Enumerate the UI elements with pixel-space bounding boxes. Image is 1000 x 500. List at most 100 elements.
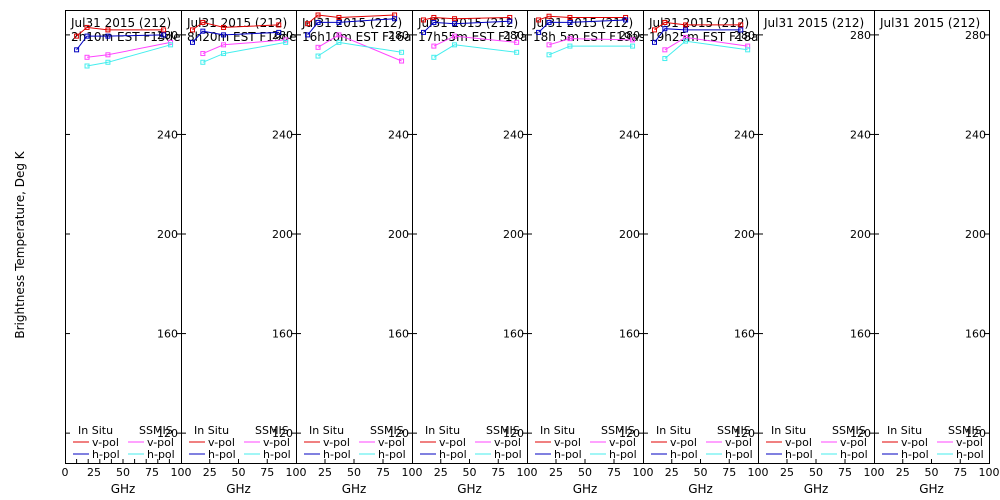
series-line-4 xyxy=(202,41,286,63)
legend-in-situ: In Situ xyxy=(540,424,575,437)
data-point xyxy=(200,19,206,25)
x-tick-label: 100 xyxy=(402,466,423,479)
data-point xyxy=(421,17,426,23)
data-point xyxy=(276,29,282,35)
data-point xyxy=(662,26,668,32)
data-point xyxy=(683,22,689,28)
panel-title: Jul31 2015 (212) xyxy=(186,16,287,30)
panel-subtitle: 19h25m EST F18asc xyxy=(649,30,771,44)
data-point xyxy=(105,52,111,58)
x-tick-label: 75 xyxy=(607,466,621,479)
data-point xyxy=(536,17,542,23)
panel-subtitle: 2h10m EST F15des xyxy=(71,30,187,44)
data-point xyxy=(514,39,520,45)
legend-ssmis: SSMIS xyxy=(370,424,404,437)
legend-label-ssmis-vpol: v-pol xyxy=(494,436,521,449)
data-point xyxy=(431,19,437,25)
y-tick-label: 120 xyxy=(272,427,293,440)
series-line-1 xyxy=(423,16,510,21)
series-line-4 xyxy=(664,40,748,59)
data-point xyxy=(190,27,195,33)
data-point xyxy=(200,59,206,65)
legend-label-ssmis-hpol: h-pol xyxy=(725,448,753,461)
x-axis-title: GHz xyxy=(688,482,713,496)
y-tick-label: 240 xyxy=(734,128,755,141)
x-tick-label: 50 xyxy=(809,466,823,479)
data-point xyxy=(683,27,689,33)
data-point xyxy=(315,53,321,59)
data-point xyxy=(567,14,573,20)
data-point xyxy=(567,36,573,42)
data-point xyxy=(105,27,111,33)
data-point xyxy=(683,38,689,44)
data-point xyxy=(84,33,90,39)
y-tick-label: 120 xyxy=(734,427,755,440)
legend-label-insitu-hpol: h-pol xyxy=(92,448,120,461)
x-axis-title: GHz xyxy=(457,482,482,496)
x-tick-label: 100 xyxy=(979,466,1000,479)
y-tick-label: 200 xyxy=(965,228,986,241)
legend-label-ssmis-hpol: h-pol xyxy=(840,448,868,461)
data-point xyxy=(74,47,80,53)
y-tick-label: 240 xyxy=(619,128,640,141)
x-tick-label: 100 xyxy=(748,466,769,479)
x-axis-title: GHz xyxy=(919,482,944,496)
legend-ssmis: SSMIS xyxy=(139,424,173,437)
data-point xyxy=(168,42,174,48)
x-tick-label: 100 xyxy=(286,466,307,479)
x-tick-label: 75 xyxy=(145,466,159,479)
legend-label-insitu-hpol: h-pol xyxy=(554,448,582,461)
legend-label-ssmis-vpol: v-pol xyxy=(378,436,405,449)
y-tick-label: 120 xyxy=(850,427,871,440)
data-point xyxy=(514,49,520,55)
data-point xyxy=(630,43,636,49)
y-tick-label: 160 xyxy=(850,328,871,341)
legend-label-ssmis-vpol: v-pol xyxy=(263,436,290,449)
legend-label-ssmis-vpol: v-pol xyxy=(609,436,636,449)
data-point xyxy=(745,47,751,53)
panel-8: 120 160 200 240 280 25 50 75 100 GHz Jul31 2015 (2… xyxy=(874,10,1000,496)
data-point xyxy=(546,52,552,58)
data-point xyxy=(336,32,342,38)
y-tick-label: 160 xyxy=(272,328,293,341)
legend-label-ssmis-hpol: h-pol xyxy=(263,448,291,461)
x-tick-label: 50 xyxy=(116,466,130,479)
y-tick-label: 200 xyxy=(850,228,871,241)
series-line-1 xyxy=(76,26,164,37)
data-point xyxy=(546,19,552,25)
y-tick-label: 160 xyxy=(157,328,178,341)
y-tick-label: 160 xyxy=(734,328,755,341)
x-tick-label: 25 xyxy=(780,466,794,479)
y-tick-label: 120 xyxy=(157,427,178,440)
x-tick-label: 75 xyxy=(376,466,390,479)
panel-title: Jul31 2015 (212) xyxy=(648,16,749,30)
y-tick-label: 120 xyxy=(388,427,409,440)
x-axis-title: GHz xyxy=(573,482,598,496)
data-point xyxy=(200,28,206,34)
y-tick-label: 200 xyxy=(388,228,409,241)
y-tick-label: 240 xyxy=(157,128,178,141)
data-point xyxy=(662,19,668,25)
legend-in-situ: In Situ xyxy=(309,424,344,437)
y-tick-label: 200 xyxy=(734,228,755,241)
legend-ssmis: SSMIS xyxy=(486,424,520,437)
y-tick-label: 200 xyxy=(619,228,640,241)
y-tick-label: 120 xyxy=(503,427,524,440)
series-line-4 xyxy=(317,41,402,57)
legend-label-ssmis-vpol: v-pol xyxy=(956,436,983,449)
legend-label-insitu-hpol: h-pol xyxy=(785,448,813,461)
x-tick-label: 50 xyxy=(232,466,246,479)
data-point xyxy=(392,16,398,22)
x-axis-title: GHz xyxy=(804,482,829,496)
data-point xyxy=(623,17,629,23)
series-line-2 xyxy=(654,28,741,43)
x-tick-label: 25 xyxy=(549,466,563,479)
data-point xyxy=(105,33,111,39)
data-point xyxy=(305,21,311,27)
panel-title: Jul31 2015 (212) xyxy=(879,16,980,30)
